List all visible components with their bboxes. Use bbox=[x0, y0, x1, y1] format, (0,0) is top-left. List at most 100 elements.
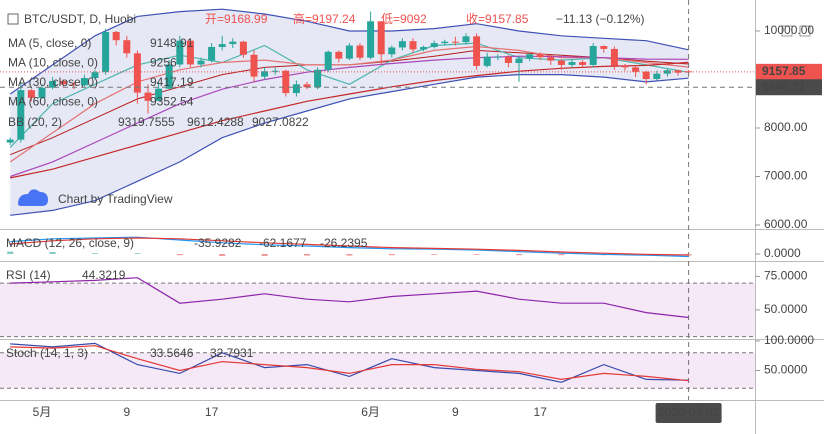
indicator-value: -26.2395 bbox=[320, 236, 368, 250]
candle-body bbox=[282, 70, 290, 94]
candle-body bbox=[526, 54, 534, 59]
ohlc-value: 9092 bbox=[400, 12, 427, 26]
price-change: −11.13 (−0.12%) bbox=[556, 12, 645, 26]
candle-body bbox=[377, 21, 385, 55]
moving-average bbox=[9, 45, 689, 163]
indicator-value: 9612.4288 bbox=[187, 115, 244, 129]
macd-histogram bbox=[558, 254, 565, 256]
ohlc-label: 低= bbox=[381, 12, 400, 26]
candle-body bbox=[38, 87, 46, 98]
y-tick-label: 10000.00 bbox=[764, 23, 814, 37]
macd-histogram bbox=[304, 254, 310, 256]
bb-upper bbox=[9, 8, 689, 95]
collapse-button[interactable] bbox=[7, 13, 19, 25]
indicator-name: BB (20, 2) bbox=[8, 115, 62, 129]
candle-body bbox=[218, 44, 226, 47]
indicator-value: -62.1677 bbox=[259, 236, 307, 250]
candle-body bbox=[208, 46, 216, 61]
y-tick-label: 100.0000 bbox=[764, 333, 814, 347]
indicator-value: 9148.91 bbox=[150, 36, 194, 50]
x-tick-label: 9 bbox=[123, 405, 130, 419]
ohlc-item: 收=9157.85 bbox=[466, 12, 529, 26]
candle-body bbox=[112, 31, 120, 41]
y-tick-label: 0.0000 bbox=[764, 246, 801, 260]
candle-body bbox=[335, 51, 343, 59]
candle-body bbox=[133, 53, 141, 93]
chart-title: BTC/USDT, D, Huobi bbox=[24, 12, 136, 26]
band-fill bbox=[0, 283, 755, 337]
indicator-name: MA (30, close, 0) bbox=[8, 75, 98, 89]
stoch-line bbox=[10, 345, 689, 382]
last-price-label: 9157.85 bbox=[762, 64, 806, 78]
indicator-name: Stoch (14, 1, 3) bbox=[6, 346, 88, 360]
y-tick-label: 75.0000 bbox=[764, 269, 808, 283]
stoch-line bbox=[10, 342, 689, 383]
indicator-value: 9256 bbox=[150, 56, 177, 70]
candle-body bbox=[398, 41, 406, 48]
time-label-box bbox=[655, 403, 722, 423]
macd-histogram bbox=[346, 254, 353, 256]
candle-body bbox=[632, 67, 640, 72]
x-tick-label: 9 bbox=[452, 405, 459, 419]
candle-body bbox=[27, 90, 35, 98]
candle-body bbox=[59, 80, 67, 85]
ohlc-label: 高= bbox=[293, 11, 312, 26]
info-icon[interactable] bbox=[781, 25, 793, 37]
candle-body bbox=[250, 54, 258, 77]
candle-body bbox=[186, 40, 194, 65]
ohlc-item: 开=9168.99 bbox=[205, 12, 268, 26]
macd-histogram bbox=[261, 254, 268, 256]
candle-body bbox=[441, 41, 449, 44]
moving-average bbox=[10, 61, 689, 179]
candle-body bbox=[261, 71, 269, 77]
candle-body bbox=[324, 51, 332, 70]
ohlc-item: 高=9197.24 bbox=[293, 11, 356, 26]
candle-body bbox=[17, 90, 25, 140]
ohlc-label: 开= bbox=[205, 12, 224, 26]
band-fill bbox=[0, 352, 755, 389]
macd-histogram bbox=[176, 254, 183, 256]
candle-body bbox=[579, 62, 587, 65]
candle-body bbox=[621, 65, 629, 68]
candle-body bbox=[663, 70, 671, 74]
candle-body bbox=[91, 72, 99, 79]
indicator-value: 9027.0822 bbox=[252, 115, 309, 129]
candle-body bbox=[504, 56, 512, 64]
candle-body bbox=[494, 56, 502, 58]
candle-body bbox=[430, 43, 438, 47]
candle-body bbox=[420, 46, 428, 50]
x-tick-label: 5月 bbox=[33, 405, 52, 419]
indicator-name: MA (5, close, 0) bbox=[8, 36, 91, 50]
ohlc-value: 9168.99 bbox=[224, 12, 268, 26]
y-tick-label: 6000.00 bbox=[764, 217, 808, 231]
candle-body bbox=[610, 48, 618, 66]
moving-average bbox=[10, 55, 689, 178]
candle-body bbox=[515, 58, 523, 64]
candle-body bbox=[483, 56, 491, 66]
ohlc-value: 9197.24 bbox=[312, 12, 356, 26]
candle-body bbox=[70, 84, 78, 86]
macd-histogram bbox=[134, 253, 141, 254]
candle-body bbox=[123, 40, 131, 54]
rsi-line bbox=[10, 277, 689, 319]
y-tick-label: 8000.00 bbox=[764, 120, 808, 134]
macd-line bbox=[10, 236, 689, 258]
candle-body bbox=[462, 36, 470, 43]
indicator-value: 9319.7555 bbox=[118, 115, 175, 129]
macd-histogram bbox=[431, 254, 438, 255]
indicator-value: 9417.19 bbox=[150, 75, 194, 89]
x-tick-label: 6月 bbox=[361, 405, 380, 419]
x-tick-label: 17 bbox=[534, 405, 548, 419]
candle-body bbox=[197, 60, 205, 65]
candle-body bbox=[303, 84, 311, 88]
candle-body bbox=[547, 57, 555, 61]
y-tick-label: 50.0000 bbox=[764, 302, 808, 316]
watermark: Chart by TradingView bbox=[58, 192, 173, 206]
indicator-name: MACD (12, 26, close, 9) bbox=[6, 236, 134, 250]
candle-body bbox=[271, 70, 279, 72]
macd-histogram bbox=[49, 252, 56, 254]
macd-histogram bbox=[219, 254, 226, 256]
candle-body bbox=[165, 64, 173, 89]
indicator-value: 32.7931 bbox=[210, 346, 254, 360]
currency-icon[interactable] bbox=[799, 25, 811, 37]
